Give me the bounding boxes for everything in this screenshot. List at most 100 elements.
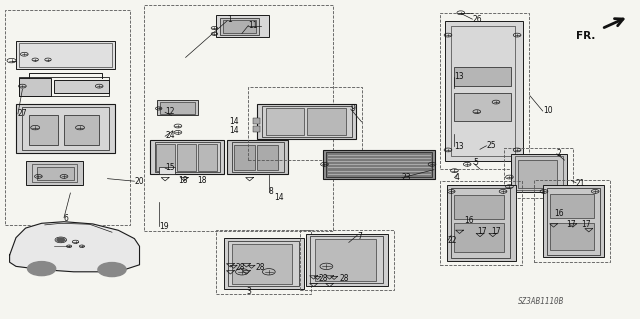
Text: 15: 15	[165, 163, 175, 172]
Text: 14: 14	[274, 193, 284, 202]
Bar	[323, 150, 435, 179]
Bar	[445, 21, 523, 161]
Bar	[37, 167, 74, 180]
Text: FR.: FR.	[576, 31, 595, 41]
Circle shape	[98, 263, 126, 277]
Bar	[216, 15, 269, 37]
Bar	[550, 223, 594, 250]
Bar	[518, 160, 557, 188]
Bar	[326, 152, 432, 177]
Bar	[253, 126, 260, 132]
Text: 7: 7	[357, 232, 362, 241]
Text: 8: 8	[269, 187, 273, 196]
Bar	[234, 145, 255, 170]
Bar	[16, 41, 115, 69]
Bar	[64, 115, 99, 145]
Circle shape	[57, 238, 65, 242]
Text: 12: 12	[165, 107, 175, 116]
Text: 14: 14	[229, 117, 239, 126]
Bar	[306, 234, 388, 286]
Text: 2: 2	[557, 149, 561, 158]
Bar	[198, 144, 217, 171]
Bar	[451, 26, 515, 156]
Bar	[262, 106, 352, 137]
Bar	[310, 236, 383, 283]
Bar	[253, 118, 260, 124]
Bar	[447, 185, 516, 261]
Bar	[5, 10, 130, 225]
Text: 13: 13	[454, 142, 464, 151]
Bar	[511, 154, 567, 192]
Text: 28: 28	[256, 263, 266, 272]
Bar	[257, 104, 356, 139]
Text: 25: 25	[486, 141, 496, 150]
Text: 22: 22	[448, 236, 458, 245]
Bar	[543, 185, 604, 257]
Bar	[29, 115, 58, 145]
Bar	[19, 78, 51, 96]
Bar	[300, 230, 394, 290]
Text: 26: 26	[472, 15, 482, 24]
Bar	[315, 239, 376, 281]
Text: 24: 24	[165, 131, 175, 140]
Text: 21: 21	[576, 179, 586, 188]
Bar	[504, 148, 573, 198]
Bar	[22, 107, 109, 150]
Bar	[157, 100, 198, 115]
Bar	[223, 20, 256, 33]
Bar	[156, 144, 175, 171]
Bar	[155, 142, 220, 172]
Bar	[257, 145, 278, 170]
Bar	[159, 167, 175, 174]
Text: 16: 16	[465, 216, 474, 225]
Bar	[550, 194, 594, 218]
Text: 5: 5	[474, 158, 479, 167]
Bar	[220, 18, 259, 35]
Text: 6: 6	[64, 214, 69, 223]
Bar	[32, 164, 77, 182]
Circle shape	[28, 262, 56, 276]
Bar	[26, 161, 83, 185]
Bar	[454, 195, 504, 219]
Text: 23: 23	[402, 173, 412, 182]
Text: 10: 10	[543, 106, 552, 115]
Bar	[16, 104, 115, 153]
Bar	[248, 87, 362, 160]
Bar	[451, 188, 510, 258]
Polygon shape	[10, 222, 140, 272]
Bar	[224, 238, 304, 289]
Bar	[54, 80, 109, 93]
Bar	[232, 244, 292, 284]
Bar	[160, 102, 195, 114]
Text: 19: 19	[159, 222, 168, 231]
Bar	[177, 144, 196, 171]
Bar	[440, 181, 522, 265]
Bar	[227, 140, 288, 174]
Bar	[454, 67, 511, 86]
Text: 28: 28	[319, 274, 328, 283]
Text: SZ3AB1110B: SZ3AB1110B	[518, 297, 564, 306]
Text: 18: 18	[197, 176, 207, 185]
Text: 28: 28	[339, 274, 349, 283]
Bar	[232, 142, 284, 172]
Bar	[228, 241, 299, 286]
Text: 17: 17	[566, 220, 576, 229]
Text: 9: 9	[351, 104, 356, 113]
Text: 17: 17	[581, 220, 591, 229]
Bar	[454, 223, 504, 252]
Bar	[440, 13, 529, 169]
Text: 11: 11	[248, 21, 258, 30]
Text: 16: 16	[554, 209, 564, 218]
Bar	[144, 5, 333, 231]
Bar	[307, 108, 346, 135]
Bar	[454, 93, 511, 121]
Text: 1: 1	[227, 15, 232, 24]
Text: 3: 3	[246, 287, 252, 296]
Bar	[515, 156, 563, 190]
Bar	[216, 230, 311, 294]
Text: 28: 28	[236, 263, 245, 272]
Text: 18: 18	[178, 176, 188, 185]
Bar	[19, 43, 112, 67]
Text: 17: 17	[492, 227, 501, 236]
Bar	[547, 188, 600, 255]
